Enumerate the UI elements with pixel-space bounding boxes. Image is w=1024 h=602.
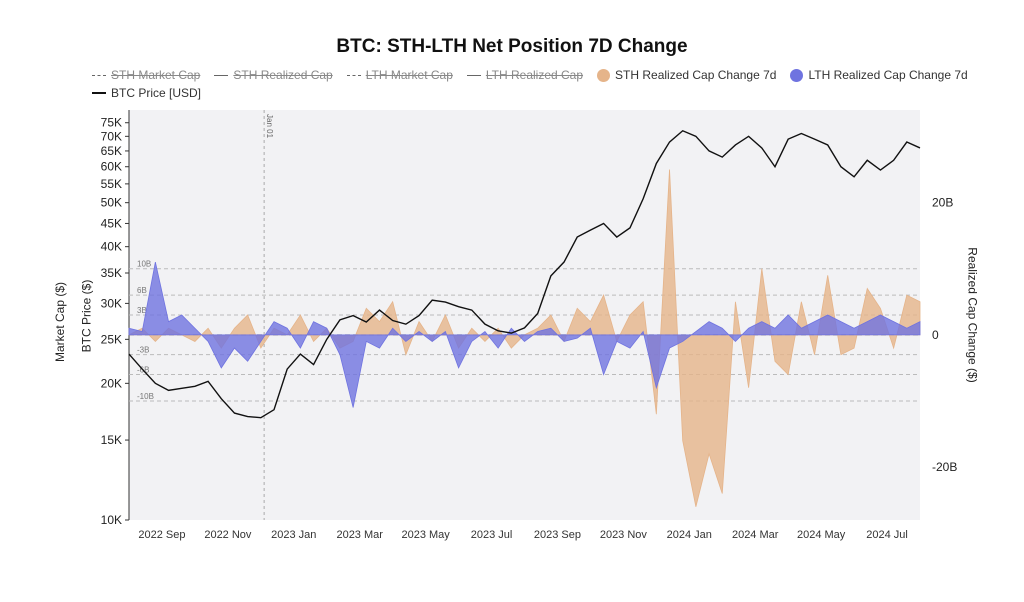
legend-item-sth-change[interactable]: STH Realized Cap Change 7d — [597, 68, 776, 82]
legend-label: LTH Realized Cap Change 7d — [808, 68, 968, 82]
left-tick-label: 25K — [101, 332, 122, 346]
left-tick-label: 50K — [101, 196, 122, 210]
chart-title: BTC: STH-LTH Net Position 7D Change — [336, 36, 688, 57]
x-tick-label: 2024 Jan — [667, 529, 712, 541]
reference-line-label: -10B — [137, 392, 154, 401]
btc-price-line — [128, 129, 921, 419]
left-tick-label: 30K — [101, 296, 122, 310]
reference-line-label: -3B — [137, 346, 149, 355]
legend-label: LTH Realized Cap — [485, 68, 584, 82]
sth-realized-cap-change-area — [128, 169, 921, 507]
left-tick-label: 10K — [101, 513, 122, 527]
legend-row-2: BTC Price [USD] — [92, 84, 972, 102]
legend-label: STH Market Cap — [111, 68, 201, 82]
left-tick-label: 55K — [101, 177, 122, 191]
legend-item-btc-price[interactable]: BTC Price [USD] — [92, 86, 201, 100]
legend-label: STH Realized Cap — [233, 68, 333, 82]
x-tick-label: 2023 Nov — [600, 529, 648, 541]
legend-item-lth-market-cap[interactable]: LTH Market Cap — [346, 68, 453, 82]
legend-swatch — [214, 74, 229, 76]
left-tick-label: 45K — [101, 216, 122, 230]
x-tick-label: 2024 Mar — [732, 529, 779, 541]
right-axis-title: Realized Cap Change ($) — [965, 247, 980, 383]
left-tick-label: 65K — [101, 144, 122, 158]
legend-item-sth-realized-cap[interactable]: STH Realized Cap — [214, 68, 333, 82]
legend-item-lth-change[interactable]: LTH Realized Cap Change 7d — [790, 68, 968, 82]
left-tick-label: 75K — [101, 116, 122, 130]
reference-line-label: 10B — [137, 260, 151, 269]
left-axis-title-inner: BTC Price ($) — [79, 279, 94, 353]
legend-label: LTH Market Cap — [365, 68, 453, 82]
x-tick-label: 2024 May — [797, 529, 846, 541]
legend-swatch — [790, 68, 804, 82]
right-tick-label: -20B — [932, 460, 957, 474]
left-tick-label: 70K — [101, 129, 122, 143]
legend-item-sth-market-cap[interactable]: STH Market Cap — [92, 68, 200, 82]
x-tick-label: 2024 Jul — [866, 529, 908, 541]
left-tick-label: 40K — [101, 240, 122, 254]
legend-row-1: STH Market Cap STH Realized Cap LTH Mark… — [92, 66, 972, 84]
right-tick-label: 0 — [932, 328, 939, 342]
left-tick-label: 15K — [101, 433, 122, 447]
x-tick-label: 2023 Jan — [271, 529, 316, 541]
left-tick-label: 35K — [101, 266, 122, 280]
lth-realized-cap-change-area — [128, 262, 921, 408]
legend-swatch — [92, 74, 106, 76]
legend-swatch — [466, 74, 481, 76]
x-tick-label: 2022 Nov — [204, 529, 252, 541]
left-tick-label: 20K — [101, 376, 122, 390]
x-tick-label: 2023 Mar — [336, 529, 383, 541]
reference-line-label: 6B — [137, 286, 147, 295]
legend: STH Market Cap STH Realized Cap LTH Mark… — [92, 66, 972, 102]
left-tick-label: 60K — [101, 160, 122, 174]
right-tick-label: 20B — [932, 196, 953, 210]
legend-label: BTC Price [USD] — [111, 86, 202, 100]
legend-label: STH Realized Cap Change 7d — [615, 68, 777, 82]
x-tick-label: 2022 Sep — [138, 529, 185, 541]
date-marker-label: Jan 01 — [265, 114, 274, 139]
x-tick-label: 2023 Sep — [534, 529, 581, 541]
left-axis-title-outer: Market Cap ($) — [53, 281, 68, 363]
reference-line-label: 3B — [137, 306, 147, 315]
x-tick-label: 2023 Jul — [471, 529, 513, 541]
legend-item-lth-realized-cap[interactable]: LTH Realized Cap — [466, 68, 584, 82]
legend-swatch — [346, 74, 361, 76]
x-tick-label: 2023 May — [401, 529, 450, 541]
legend-swatch — [92, 92, 106, 94]
legend-swatch — [597, 68, 611, 82]
